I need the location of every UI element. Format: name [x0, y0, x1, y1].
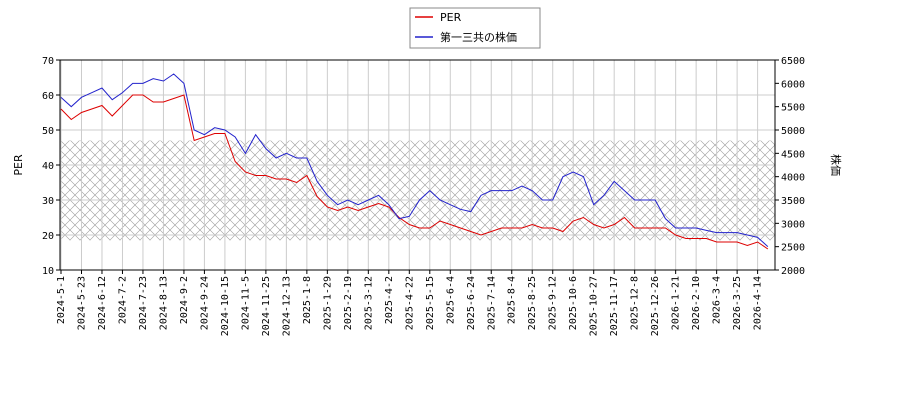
x-tick-label: 2025-6-4 [445, 276, 456, 324]
x-tick-label: 2025-9-12 [548, 276, 559, 330]
x-tick-label: 2025-11-17 [609, 276, 620, 336]
y2-axis-label: 株価 [829, 154, 843, 176]
y-tick-label: 20 [42, 231, 54, 242]
legend-label: PER [440, 11, 462, 24]
y2-tick-label: 2000 [781, 266, 805, 277]
series-line [60, 73, 769, 248]
x-tick-label: 2025-1-29 [322, 276, 333, 330]
x-tick-label: 2024-11-25 [261, 276, 272, 336]
x-tick-label: 2024-7-23 [138, 276, 149, 330]
y2-tick-label: 5500 [781, 103, 805, 114]
x-tick-label: 2024-8-13 [158, 276, 169, 330]
y2-tick-label: 2500 [781, 243, 805, 254]
x-tick-label: 2025-1-8 [302, 276, 313, 324]
legend-box [409, 7, 541, 49]
y-tick-label: 10 [42, 266, 54, 277]
x-tick-label: 2025-2-19 [343, 276, 354, 330]
x-tick-label: 2026-2-10 [691, 276, 702, 330]
x-tick-label: 2025-4-22 [404, 276, 415, 330]
y-tick-label: 60 [42, 91, 54, 102]
y2-tick-label: 6000 [781, 79, 805, 90]
x-tick-label: 2026-4-14 [753, 276, 764, 330]
x-tick-label: 2025-8-4 [507, 276, 518, 324]
shaded-band [60, 140, 775, 241]
y-tick-label: 70 [42, 56, 54, 67]
y-tick-label: 30 [42, 196, 54, 207]
x-tick-label: 2025-12-26 [650, 276, 661, 336]
y2-tick-label: 4000 [781, 173, 805, 184]
x-tick-label: 2026-3-4 [712, 276, 723, 324]
x-tick-label: 2026-3-25 [732, 276, 743, 330]
x-tick-label: 2024-9-2 [179, 276, 190, 324]
x-tick-label: 2024-12-13 [281, 276, 292, 336]
x-tick-label: 2024-9-24 [199, 276, 210, 330]
y-axis-label: PER [12, 154, 25, 176]
x-tick-label: 2025-12-8 [630, 276, 641, 330]
x-tick-label: 2024-5-1 [56, 276, 67, 324]
y2-tick-label: 3000 [781, 219, 805, 230]
series-line [60, 94, 769, 250]
x-tick-label: 2024-11-5 [240, 276, 251, 330]
y2-tick-label: 4500 [781, 149, 805, 160]
y-tick-label: 50 [42, 126, 54, 137]
y-tick-label: 40 [42, 161, 54, 172]
x-tick-label: 2025-6-24 [466, 276, 477, 330]
x-tick-label: 2025-4-2 [384, 276, 395, 324]
x-tick-label: 2025-7-14 [486, 276, 497, 330]
x-tick-label: 2026-1-21 [671, 276, 682, 330]
x-tick-label: 2025-10-27 [589, 276, 600, 336]
x-tick-label: 2024-10-15 [220, 276, 231, 336]
y2-tick-label: 5000 [781, 126, 805, 137]
x-tick-label: 2024-6-12 [97, 276, 108, 330]
x-tick-label: 2025-3-12 [363, 276, 374, 330]
y2-tick-label: 6500 [781, 56, 805, 67]
x-tick-label: 2024-7-2 [117, 276, 128, 324]
y2-tick-label: 3500 [781, 196, 805, 207]
x-tick-label: 2025-5-15 [425, 276, 436, 330]
plot-frame [59, 59, 776, 271]
x-tick-label: 2025-8-25 [527, 276, 538, 330]
x-tick-label: 2024-5-23 [76, 276, 87, 330]
legend-label: 第一三共の株価 [440, 30, 517, 44]
x-tick-label: 2025-10-6 [568, 276, 579, 330]
